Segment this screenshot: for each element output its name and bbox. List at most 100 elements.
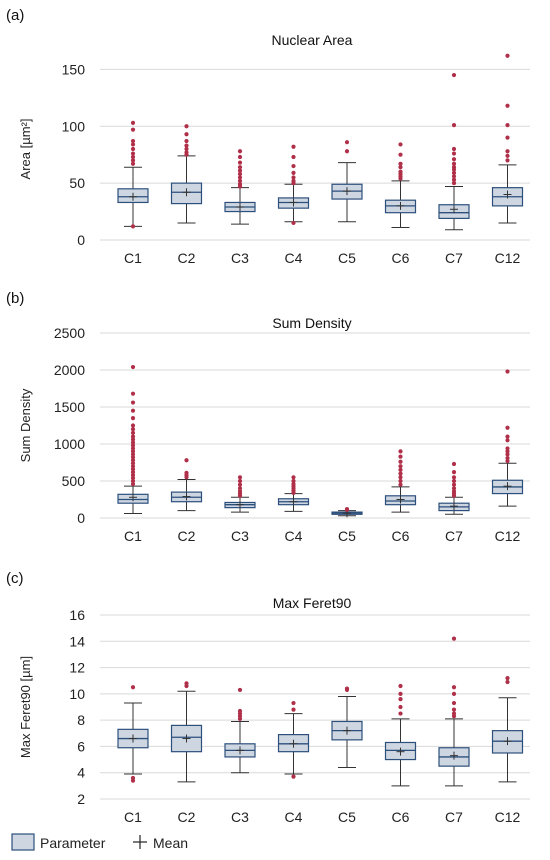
x-tick-label: C2 (178, 809, 196, 825)
outlier-point (398, 449, 403, 454)
outlier-point (398, 161, 403, 166)
mean-marker (450, 205, 458, 214)
legend-parameter-swatch (11, 833, 35, 851)
box-C12 (491, 53, 524, 224)
outlier-point (130, 437, 136, 442)
outlier-point (237, 171, 243, 177)
panel-label: (c) (6, 570, 24, 587)
outlier-point (130, 452, 136, 457)
outlier-point (184, 150, 189, 155)
outlier-point (291, 774, 296, 779)
box-C5 (331, 686, 363, 768)
outlier-point (398, 478, 403, 484)
outlier-point (130, 467, 136, 472)
x-tick-label: C6 (392, 809, 410, 825)
outlier-point (505, 369, 510, 374)
outlier-point (505, 158, 510, 163)
outlier-point (505, 455, 510, 461)
outlier-point (291, 175, 296, 180)
outlier-point (237, 478, 243, 484)
outlier-point (344, 149, 350, 154)
outlier-point (451, 711, 457, 716)
outlier-point (505, 675, 510, 681)
outlier-point (237, 160, 243, 165)
mean-marker (182, 188, 191, 197)
outlier-point (344, 507, 350, 512)
outlier-point (130, 127, 136, 132)
box-C1 (117, 364, 149, 515)
outlier-point (451, 707, 457, 712)
box-C1 (117, 120, 149, 229)
outlier-point (451, 461, 457, 467)
outlier-point (505, 103, 510, 108)
box-C6 (384, 683, 417, 787)
outlier-point (237, 154, 243, 160)
mean-marker (450, 751, 458, 760)
outlier-point (505, 438, 510, 443)
outlier-point (398, 152, 403, 157)
outlier-point (130, 472, 136, 478)
mean-marker (396, 747, 405, 756)
y-tick-label: 2000 (54, 362, 85, 378)
outlier-point (130, 434, 136, 439)
outlier-point (237, 687, 243, 693)
outlier-point (291, 144, 296, 149)
outlier-point (130, 146, 136, 152)
outlier-point (237, 175, 243, 180)
box-C12 (491, 369, 524, 507)
outlier-point (451, 482, 457, 487)
box-C12 (491, 675, 524, 783)
outlier-point (451, 72, 457, 78)
y-tick-label: 1500 (54, 399, 85, 415)
mean-marker (289, 497, 298, 506)
outlier-point (451, 174, 457, 179)
outlier-point (398, 683, 403, 689)
x-tick-label: C2 (178, 250, 196, 266)
outlier-point (291, 475, 296, 480)
outlier-point (130, 158, 136, 163)
x-tick-label: C5 (338, 809, 356, 825)
chart-title: Max Feret90 (273, 595, 352, 611)
outlier-point (130, 446, 136, 451)
chart-panel-2: (b) Sum Density 0 500 1000 1500 2000 2500 Sum De… (6, 290, 530, 544)
outlier-point (505, 449, 510, 454)
outlier-point (505, 458, 510, 464)
outlier-point (184, 138, 189, 144)
outlier-point (398, 475, 403, 480)
outlier-point (130, 151, 136, 156)
outlier-point (130, 461, 136, 466)
outlier-point (398, 697, 403, 702)
outlier-point (398, 467, 403, 472)
x-tick-label: C1 (124, 528, 142, 544)
box-C7 (438, 72, 470, 231)
box-C3 (224, 149, 256, 225)
mean-marker (129, 734, 137, 743)
outlier-point (505, 53, 510, 58)
outlier-point (130, 478, 136, 484)
y-tick-label: 6 (77, 738, 85, 754)
outlier-point (451, 165, 457, 170)
outlier-point (451, 685, 457, 690)
x-tick-label: C4 (285, 809, 303, 825)
x-tick-label: C7 (445, 250, 463, 266)
outlier-point (237, 475, 243, 480)
panel-label: (a) (6, 7, 24, 24)
chart-panel-1: (a) Nuclear Area 0 50 100 150 Area [µm²] C1 C2 C3… (6, 7, 530, 266)
y-tick-label: 100 (62, 118, 86, 134)
outlier-point (130, 475, 136, 481)
box-C6 (384, 142, 417, 228)
x-tick-label: C12 (495, 809, 521, 825)
outlier-point (237, 149, 243, 154)
y-axis-label: Max Feret90 [µm] (18, 656, 33, 758)
mean-marker (503, 737, 512, 746)
panel-label: (b) (6, 290, 24, 307)
y-tick-label: 4 (77, 765, 85, 781)
mean-marker (503, 190, 512, 199)
y-tick-label: 150 (62, 61, 86, 77)
box-C5 (331, 507, 363, 518)
mean-marker (396, 201, 405, 210)
outlier-point (237, 489, 243, 494)
outlier-point (130, 400, 136, 405)
outlier-point (130, 427, 136, 432)
outlier-point (505, 446, 510, 451)
